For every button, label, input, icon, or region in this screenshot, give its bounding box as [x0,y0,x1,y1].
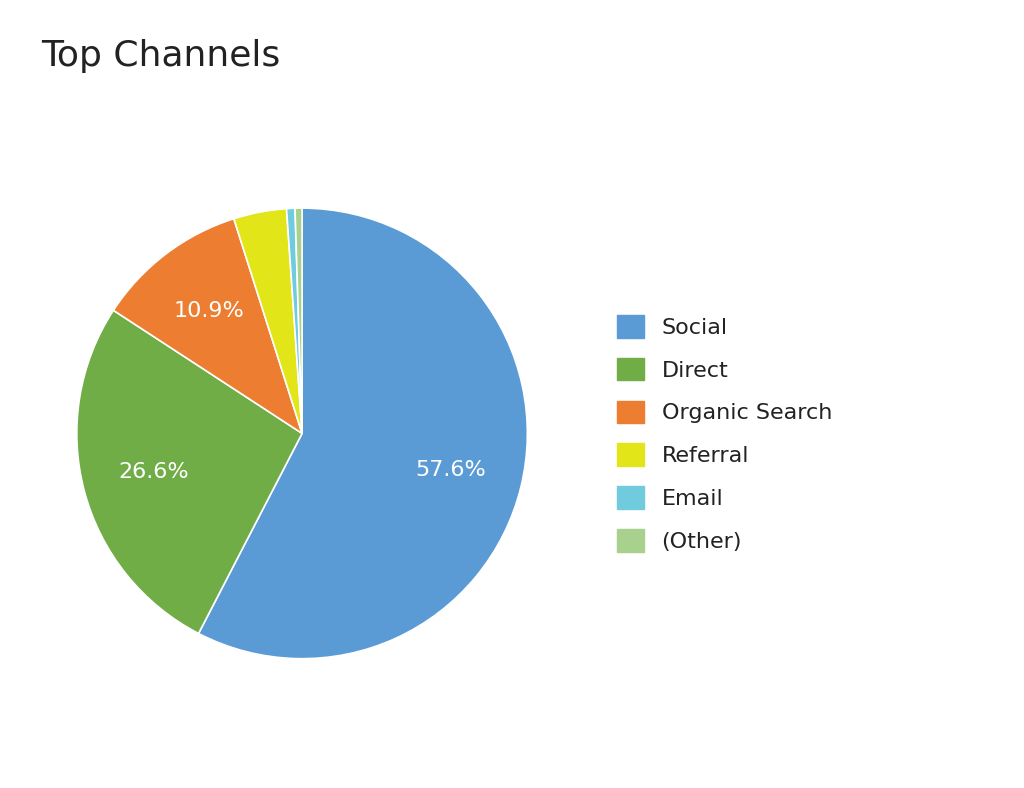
Wedge shape [233,209,302,433]
Text: 26.6%: 26.6% [119,463,189,482]
Text: 10.9%: 10.9% [174,302,245,322]
Wedge shape [114,219,302,433]
Wedge shape [77,310,302,634]
Text: Top Channels: Top Channels [41,39,281,73]
Wedge shape [199,208,527,659]
Text: 57.6%: 57.6% [416,459,486,480]
Wedge shape [287,208,302,433]
Legend: Social, Direct, Organic Search, Referral, Email, (Other): Social, Direct, Organic Search, Referral… [606,303,843,563]
Wedge shape [295,208,302,433]
